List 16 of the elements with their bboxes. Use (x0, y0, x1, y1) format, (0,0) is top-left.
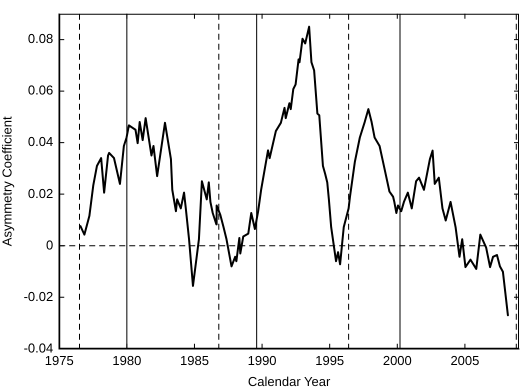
x-tick-label: 1995 (315, 353, 344, 368)
y-axis-title: Asymmetry Coefficient (0, 116, 14, 246)
x-tick-label: 1980 (112, 353, 142, 368)
y-tick-label: 0.04 (28, 134, 54, 150)
x-tick-label: 2000 (382, 353, 412, 368)
x-tick-label: 1975 (44, 353, 74, 368)
x-tick-label: 1990 (248, 353, 277, 368)
y-tick-label: -0.04 (24, 340, 54, 356)
x-tick-label: 1985 (180, 353, 209, 368)
y-tick-label: 0 (46, 237, 54, 252)
y-tick-label: -0.02 (24, 288, 54, 304)
x-tick-label: 2005 (450, 353, 480, 368)
y-tick-label: 0.06 (28, 82, 54, 98)
x-axis-title: Calendar Year (248, 374, 331, 389)
y-tick-label: 0.02 (28, 186, 54, 201)
y-tick-label: 0.08 (28, 31, 54, 46)
